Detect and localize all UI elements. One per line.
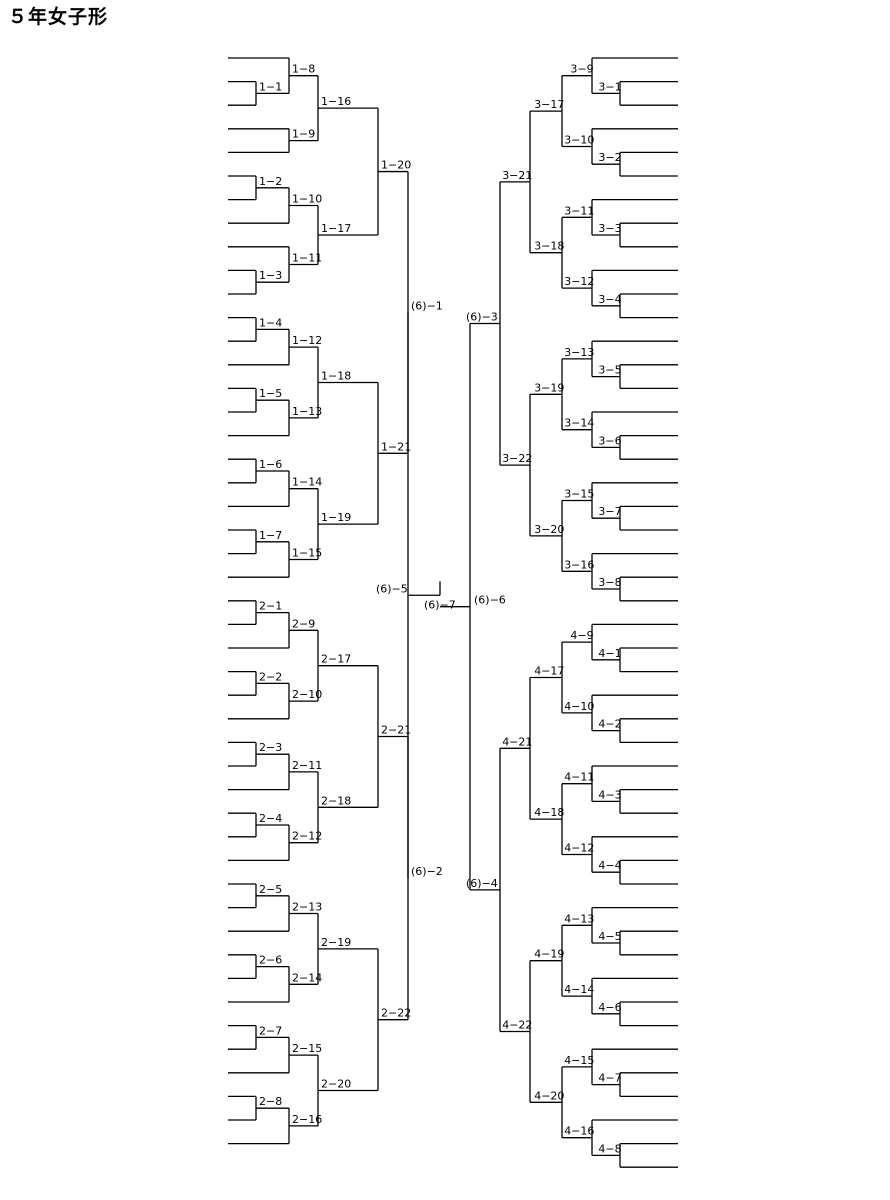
match-label: 2−9	[292, 617, 315, 630]
match-label: 2−20	[321, 1078, 351, 1091]
match-label: 4−11	[564, 771, 594, 784]
match-label: 4−5	[598, 930, 621, 943]
match-label: 1−10	[292, 193, 322, 206]
match-label: 3−4	[598, 293, 621, 306]
match-label: 2−22	[381, 1007, 411, 1020]
match-label: 3−16	[564, 558, 594, 571]
match-label: 3−11	[564, 204, 594, 217]
match-label: 1−15	[292, 547, 322, 560]
match-label: 4−6	[598, 1001, 621, 1014]
match-label: 4−12	[564, 842, 594, 855]
match-label: 2−7	[259, 1024, 282, 1037]
match-label: 2−3	[259, 741, 282, 754]
match-label: 1−7	[259, 529, 282, 542]
match-label: 3−5	[598, 364, 621, 377]
match-label: 3−19	[534, 381, 564, 394]
match-label: 4−2	[598, 718, 621, 731]
match-label: 2−4	[259, 812, 282, 825]
match-label: 1−1	[259, 80, 282, 93]
match-label: 3−8	[598, 576, 621, 589]
match-label: 3−3	[598, 222, 621, 235]
match-label: 1−20	[381, 159, 411, 172]
match-label: 4−20	[534, 1089, 564, 1102]
match-label: 4−15	[564, 1054, 594, 1067]
match-label: 4−4	[598, 859, 621, 872]
match-label: 1−12	[292, 334, 322, 347]
match-label: 1−5	[259, 387, 282, 400]
match-label: 2−16	[292, 1113, 322, 1126]
match-label: 1−3	[259, 269, 282, 282]
match-label: 3−15	[564, 488, 594, 501]
match-label: 2−14	[292, 971, 322, 984]
match-label: 2−2	[259, 670, 282, 683]
match-label: 3−12	[564, 275, 594, 288]
match-label: 3−9	[570, 63, 593, 76]
match-label: 2−21	[381, 724, 411, 737]
match-label: 4−17	[534, 665, 564, 678]
match-label: 2−8	[259, 1095, 282, 1108]
match-label: 4−3	[598, 788, 621, 801]
match-label: 3−13	[564, 346, 594, 359]
match-label: 1−11	[292, 252, 322, 265]
match-label: 3−6	[598, 434, 621, 447]
match-label: 3−2	[598, 151, 621, 164]
match-label: 1−6	[259, 458, 282, 471]
match-label: 4−22	[502, 1019, 532, 1032]
match-label: 2−18	[321, 794, 351, 807]
match-label: 1−2	[259, 175, 282, 188]
match-label: (6)−5	[376, 582, 408, 595]
match-label: 2−5	[259, 883, 282, 896]
match-label: 1−21	[381, 440, 411, 453]
match-label: 1−18	[321, 370, 351, 383]
match-label: 3−17	[534, 98, 564, 111]
match-label: 1−19	[321, 511, 351, 524]
match-label: 4−13	[564, 912, 594, 925]
match-label: 4−14	[564, 983, 594, 996]
match-label: 3−22	[502, 452, 532, 465]
match-label: 2−13	[292, 901, 322, 914]
match-label: 4−18	[534, 806, 564, 819]
match-label: 3−7	[598, 505, 621, 518]
match-label: 1−17	[321, 222, 351, 235]
match-label: (6)−4	[466, 877, 498, 890]
match-label: 2−1	[259, 600, 282, 613]
match-label: 1−16	[321, 95, 351, 108]
match-label: 4−7	[598, 1072, 621, 1085]
match-label: (6)−2	[411, 865, 443, 878]
match-label: 4−19	[534, 948, 564, 961]
match-label: 4−8	[598, 1142, 621, 1155]
match-label: (6)−7	[424, 598, 456, 611]
match-label: (6)−1	[411, 299, 443, 312]
match-label: 1−9	[292, 128, 315, 141]
match-label: 3−1	[598, 80, 621, 93]
match-label: 3−10	[564, 134, 594, 147]
match-label: 1−4	[259, 316, 282, 329]
page-title: ５年女子形	[8, 6, 109, 28]
match-label: 4−21	[502, 735, 532, 748]
match-label: 4−10	[564, 700, 594, 713]
match-label: 2−17	[321, 653, 351, 666]
match-label: 1−8	[292, 63, 315, 76]
match-label: (6)−3	[466, 311, 498, 324]
match-label: 4−9	[570, 629, 593, 642]
match-label: 3−18	[534, 240, 564, 253]
match-label: 2−12	[292, 830, 322, 843]
match-label: (6)−6	[474, 594, 506, 607]
match-label: 1−13	[292, 405, 322, 418]
match-label: 4−16	[564, 1125, 594, 1138]
match-label: 1−14	[292, 476, 322, 489]
match-label: 3−21	[502, 169, 532, 182]
match-label: 2−15	[292, 1042, 322, 1055]
match-label: 2−10	[292, 688, 322, 701]
match-label: 3−14	[564, 417, 594, 430]
match-label: 2−6	[259, 954, 282, 967]
match-label: 3−20	[534, 523, 564, 536]
match-label: 4−1	[598, 647, 621, 660]
match-label: 2−11	[292, 759, 322, 772]
match-label: 2−19	[321, 936, 351, 949]
